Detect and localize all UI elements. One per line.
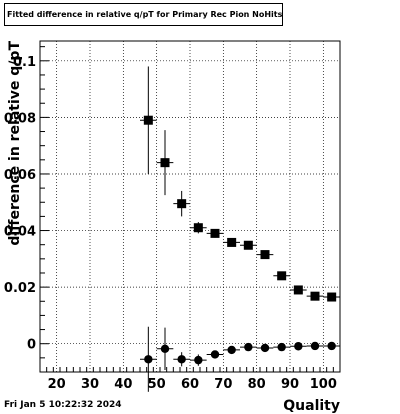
data-point-circle [277,342,286,352]
data-point-square [260,250,270,260]
data-point-square [327,292,337,302]
data-point-square [160,158,170,168]
data-point-circle [210,350,220,359]
x-axis-label: Quality [283,398,340,414]
data-point-circle [244,342,253,352]
x-tick-label: 20 [48,377,66,392]
y-tick-label: 0.06 [4,168,36,183]
chart-title: Fitted difference in relative q/pT for P… [7,10,283,19]
data-point-square [310,291,320,301]
y-tick-label: 0.04 [4,225,36,240]
data-point-square [227,237,237,247]
y-tick-label: 0.08 [4,111,36,126]
data-point-square [293,285,303,295]
data-point-circle [310,341,320,351]
x-tick-label: 70 [214,377,232,392]
y-tick-label: 0 [27,338,36,353]
x-tick-label: 90 [281,377,299,392]
data-point-square [243,240,253,250]
data-point-circle [227,345,236,355]
x-tick-label: 30 [81,377,99,392]
x-tick-label: 80 [248,377,266,392]
data-point-circle [160,344,170,354]
data-point-circle [260,343,270,353]
data-point-circle [177,355,186,364]
data-point-square [143,115,153,125]
data-point-circle [144,355,153,364]
y-tick-label: 0.1 [13,55,36,70]
chart-title-box: Fitted difference in relative q/pT for P… [4,3,283,26]
x-tick-label: 100 [310,377,337,392]
data-point-square [277,271,287,281]
x-tick-label: 50 [148,377,166,392]
data-point-square [177,199,187,209]
y-tick-label: 0.02 [4,281,36,296]
timestamp: Fri Jan 5 10:22:32 2024 [4,400,122,410]
data-point-square [193,223,203,233]
data-point-circle [194,355,203,365]
data-point-circle [294,342,303,351]
data-point-square [210,228,220,238]
data-point-circle [327,341,336,351]
x-tick-label: 60 [181,377,199,392]
x-tick-label: 40 [114,377,132,392]
y-axis-label: difference in relative q/pT [7,41,23,246]
